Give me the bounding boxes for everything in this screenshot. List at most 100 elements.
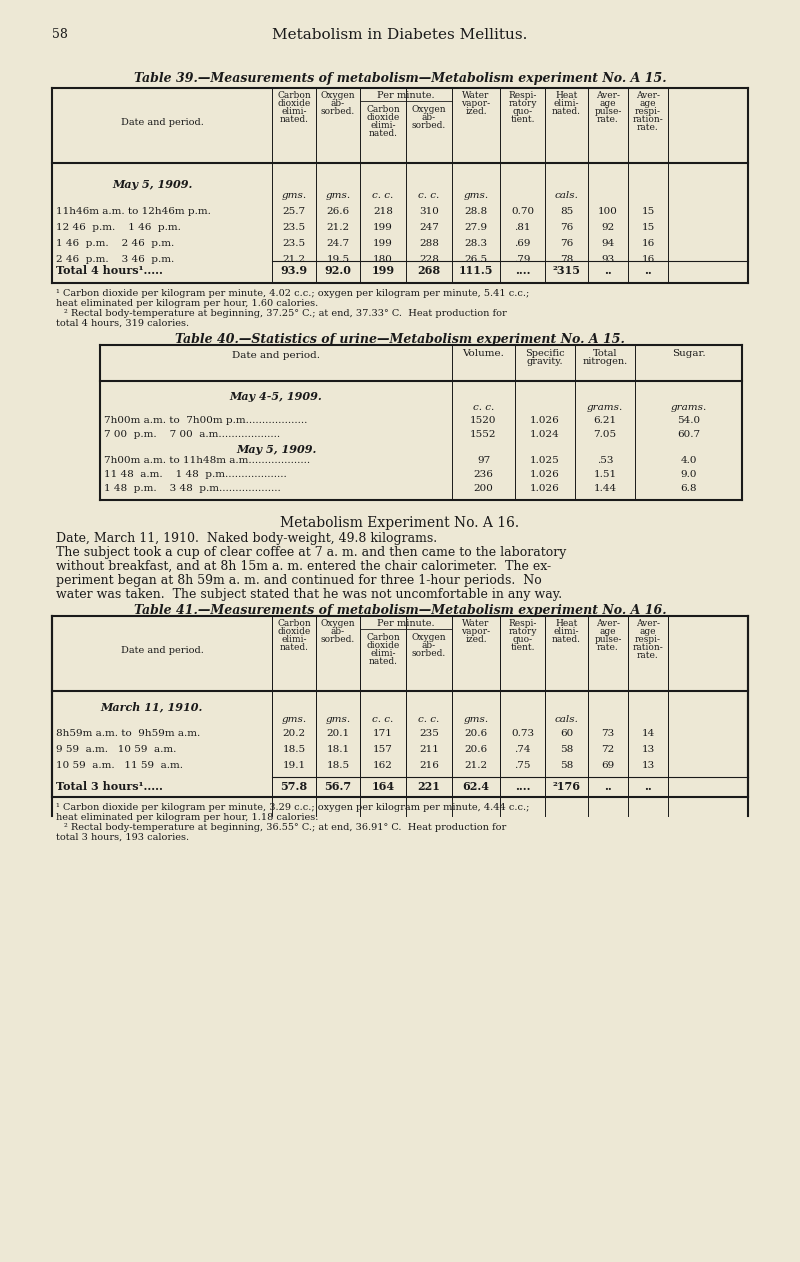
Text: ..: .. — [644, 265, 652, 276]
Text: Water: Water — [462, 91, 490, 100]
Text: nitrogen.: nitrogen. — [582, 357, 628, 366]
Text: cals.: cals. — [554, 191, 578, 199]
Text: 8h59m a.m. to  9h59m a.m.: 8h59m a.m. to 9h59m a.m. — [56, 729, 200, 738]
Text: 7h00m a.m. to 11h48m a.m...................: 7h00m a.m. to 11h48m a.m................… — [104, 456, 310, 464]
Text: quo-: quo- — [513, 635, 533, 644]
Text: 18.1: 18.1 — [326, 745, 350, 753]
Text: vapor-: vapor- — [462, 98, 490, 109]
Text: 19.5: 19.5 — [326, 255, 350, 264]
Text: 10 59  a.m.   11 59  a.m.: 10 59 a.m. 11 59 a.m. — [56, 761, 183, 770]
Text: 0.73: 0.73 — [511, 729, 534, 738]
Text: nated.: nated. — [279, 115, 309, 124]
Text: ....: .... — [514, 781, 530, 793]
Text: Aver-: Aver- — [596, 91, 620, 100]
Text: Respi-: Respi- — [508, 91, 537, 100]
Text: nated.: nated. — [369, 129, 398, 138]
Text: age: age — [640, 98, 656, 109]
Text: 21.2: 21.2 — [282, 255, 306, 264]
Text: 7h00m a.m. to  7h00m p.m...................: 7h00m a.m. to 7h00m p.m.................… — [104, 416, 307, 425]
Text: Per minute.: Per minute. — [377, 91, 435, 100]
Text: 11h46m a.m. to 12h46m p.m.: 11h46m a.m. to 12h46m p.m. — [56, 207, 211, 216]
Text: dioxide: dioxide — [366, 114, 400, 122]
Text: sorbed.: sorbed. — [321, 107, 355, 116]
Text: 1.026: 1.026 — [530, 485, 560, 493]
Text: ² Rectal body-temperature at beginning, 37.25° C.; at end, 37.33° C.  Heat produ: ² Rectal body-temperature at beginning, … — [64, 309, 506, 318]
Text: 18.5: 18.5 — [326, 761, 350, 770]
Text: May 5, 1909.: May 5, 1909. — [112, 179, 192, 191]
Text: 21.2: 21.2 — [326, 223, 350, 232]
Text: Date, March 11, 1910.  Naked body-weight, 49.8 kilograms.: Date, March 11, 1910. Naked body-weight,… — [56, 533, 437, 545]
Text: ration-: ration- — [633, 644, 663, 652]
Text: Oxygen: Oxygen — [412, 105, 446, 114]
Text: 58: 58 — [52, 28, 68, 40]
Text: 228: 228 — [419, 255, 439, 264]
Text: Specific: Specific — [525, 350, 565, 358]
Text: 9 59  a.m.   10 59  a.m.: 9 59 a.m. 10 59 a.m. — [56, 745, 176, 753]
Text: total 3 hours, 193 calories.: total 3 hours, 193 calories. — [56, 833, 189, 842]
Text: 218: 218 — [373, 207, 393, 216]
Text: periment began at 8h 59m a. m. and continued for three 1-hour periods.  No: periment began at 8h 59m a. m. and conti… — [56, 574, 542, 587]
Text: quo-: quo- — [513, 107, 533, 116]
Text: rate.: rate. — [597, 115, 619, 124]
Text: tient.: tient. — [510, 115, 534, 124]
Text: March 11, 1910.: March 11, 1910. — [101, 700, 203, 712]
Text: Metabolism in Diabetes Mellitus.: Metabolism in Diabetes Mellitus. — [272, 28, 528, 42]
Text: 216: 216 — [419, 761, 439, 770]
Text: 247: 247 — [419, 223, 439, 232]
Text: cals.: cals. — [554, 716, 578, 724]
Text: pulse-: pulse- — [594, 107, 622, 116]
Text: grams.: grams. — [587, 403, 623, 411]
Text: 200: 200 — [474, 485, 494, 493]
Text: 69: 69 — [602, 761, 614, 770]
Text: 1.026: 1.026 — [530, 416, 560, 425]
Text: 1.51: 1.51 — [594, 469, 617, 480]
Text: 0.70: 0.70 — [511, 207, 534, 216]
Text: 93.9: 93.9 — [281, 265, 307, 276]
Text: 236: 236 — [474, 469, 494, 480]
Text: 13: 13 — [642, 745, 654, 753]
Text: elimi-: elimi- — [554, 98, 579, 109]
Text: 20.6: 20.6 — [465, 729, 487, 738]
Text: Metabolism Experiment No. A 16.: Metabolism Experiment No. A 16. — [281, 516, 519, 530]
Text: ²315: ²315 — [553, 265, 581, 276]
Text: 1.44: 1.44 — [594, 485, 617, 493]
Text: 23.5: 23.5 — [282, 223, 306, 232]
Text: ..: .. — [604, 781, 612, 793]
Text: elimi-: elimi- — [282, 107, 306, 116]
Text: 4.0: 4.0 — [680, 456, 697, 464]
Text: 164: 164 — [371, 781, 394, 793]
Text: ² Rectal body-temperature at beginning, 36.55° C.; at end, 36.91° C.  Heat produ: ² Rectal body-temperature at beginning, … — [64, 823, 506, 832]
Text: 310: 310 — [419, 207, 439, 216]
Text: gms.: gms. — [463, 716, 489, 724]
Text: 211: 211 — [419, 745, 439, 753]
Text: 171: 171 — [373, 729, 393, 738]
Text: 58: 58 — [560, 745, 573, 753]
Text: .79: .79 — [514, 255, 530, 264]
Text: 26.6: 26.6 — [326, 207, 350, 216]
Text: elimi-: elimi- — [282, 635, 306, 644]
Text: 221: 221 — [418, 781, 441, 793]
Text: water was taken.  The subject stated that he was not uncomfortable in any way.: water was taken. The subject stated that… — [56, 588, 562, 601]
Text: sorbed.: sorbed. — [321, 635, 355, 644]
Text: 92.0: 92.0 — [325, 265, 351, 276]
Text: 76: 76 — [560, 239, 573, 249]
Text: ab-: ab- — [422, 641, 436, 650]
Text: heat eliminated per kilogram per hour, 1.18 calories.: heat eliminated per kilogram per hour, 1… — [56, 813, 318, 822]
Text: .53: .53 — [597, 456, 614, 464]
Text: .74: .74 — [514, 745, 530, 753]
Text: ratory: ratory — [508, 98, 537, 109]
Text: age: age — [600, 98, 616, 109]
Text: 85: 85 — [560, 207, 573, 216]
Text: 20.6: 20.6 — [465, 745, 487, 753]
Text: 14: 14 — [642, 729, 654, 738]
Text: 1552: 1552 — [470, 430, 497, 439]
Text: elimi-: elimi- — [370, 121, 396, 130]
Text: ratory: ratory — [508, 627, 537, 636]
Text: 60.7: 60.7 — [677, 430, 700, 439]
Text: 100: 100 — [598, 207, 618, 216]
Text: 24.7: 24.7 — [326, 239, 350, 249]
Text: Total: Total — [593, 350, 618, 358]
Text: nated.: nated. — [279, 644, 309, 652]
Text: 12 46  p.m.    1 46  p.m.: 12 46 p.m. 1 46 p.m. — [56, 223, 181, 232]
Text: vapor-: vapor- — [462, 627, 490, 636]
